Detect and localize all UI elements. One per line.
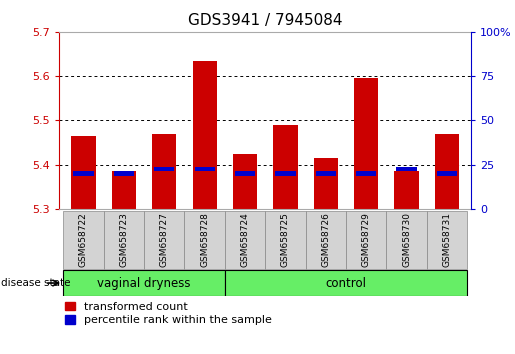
Bar [233, 154, 257, 209]
Bar [276, 171, 296, 176]
Bar [305, 211, 346, 269]
Bar [114, 171, 134, 176]
Text: GSM658728: GSM658728 [200, 212, 209, 267]
Bar [195, 167, 215, 171]
Text: GSM658726: GSM658726 [321, 212, 330, 267]
Bar [316, 171, 336, 176]
Bar [314, 158, 338, 209]
Bar [193, 61, 217, 209]
Bar [354, 78, 379, 209]
Bar [397, 167, 417, 171]
Text: GSM658723: GSM658723 [119, 212, 128, 267]
Bar [184, 211, 225, 269]
Legend: transformed count, percentile rank within the sample: transformed count, percentile rank withi… [65, 302, 271, 325]
Bar [394, 171, 419, 209]
Text: GSM658725: GSM658725 [281, 212, 290, 267]
Text: GSM658730: GSM658730 [402, 212, 411, 267]
Bar [63, 211, 104, 269]
Bar [437, 171, 457, 176]
Text: control: control [325, 276, 367, 290]
Text: GSM658727: GSM658727 [160, 212, 169, 267]
Bar [427, 211, 467, 269]
Bar [265, 211, 305, 269]
Text: GSM658724: GSM658724 [241, 212, 250, 267]
Bar [144, 211, 184, 269]
Bar [104, 211, 144, 269]
Bar [63, 270, 225, 296]
Bar [152, 134, 176, 209]
Bar [346, 211, 386, 269]
Bar [112, 171, 136, 209]
Text: vaginal dryness: vaginal dryness [97, 276, 191, 290]
Text: GSM658729: GSM658729 [362, 212, 371, 267]
Bar [235, 171, 255, 176]
Bar [356, 171, 376, 176]
Title: GDS3941 / 7945084: GDS3941 / 7945084 [188, 13, 342, 28]
Bar [72, 136, 96, 209]
Text: GSM658722: GSM658722 [79, 212, 88, 267]
Text: GSM658731: GSM658731 [442, 212, 452, 267]
Bar [225, 211, 265, 269]
Bar [273, 125, 298, 209]
Text: disease state: disease state [1, 278, 70, 288]
Bar [225, 270, 467, 296]
Bar [154, 167, 175, 171]
Bar [386, 211, 427, 269]
Bar [73, 171, 94, 176]
Bar [435, 134, 459, 209]
